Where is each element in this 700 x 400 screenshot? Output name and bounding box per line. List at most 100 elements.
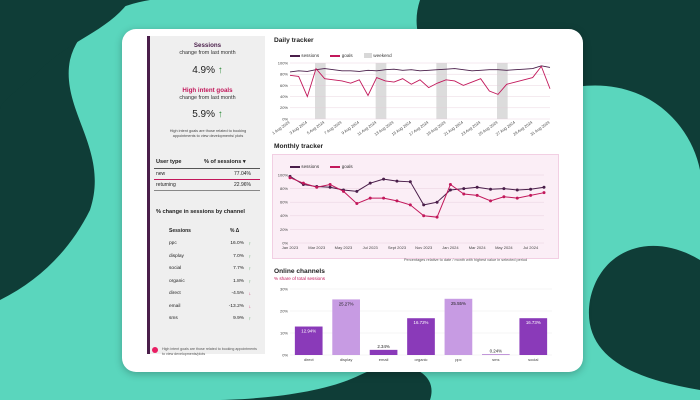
user-type-pct-returning: 22.96% xyxy=(234,182,251,188)
data-point-goals xyxy=(515,196,519,200)
channel-name: organic xyxy=(169,278,185,284)
data-point-goals xyxy=(301,181,305,185)
x-tick-label: May 2023 xyxy=(335,245,353,250)
data-point-goals xyxy=(341,189,345,193)
footer-note: High intent goals are those related to b… xyxy=(162,347,257,356)
data-point-sessions xyxy=(529,187,533,191)
sessions-kpi-subtitle: change from last month xyxy=(179,50,236,56)
data-point-goals xyxy=(422,214,426,218)
y-tick-label: 0% xyxy=(282,240,288,245)
data-point-sessions xyxy=(502,187,506,191)
online-channels-subtitle: % share of total sessions xyxy=(274,276,326,281)
x-tick-label: Jan 2024 xyxy=(442,245,459,250)
channel-name: sms xyxy=(169,316,178,321)
bar-organic xyxy=(407,318,435,355)
data-point-sessions xyxy=(355,189,359,193)
data-point-goals xyxy=(395,199,399,203)
sessions-kpi-value: 4.9% ↑ xyxy=(192,65,223,76)
y-tick-label: 30% xyxy=(280,286,288,291)
x-tick-label: organic xyxy=(414,357,427,362)
channel-change-value: -4.5% xyxy=(231,291,244,296)
data-point-sessions xyxy=(489,187,493,191)
y-tick-label: 40% xyxy=(280,94,288,99)
table-divider xyxy=(154,179,260,180)
x-tick-label: Mar 2024 xyxy=(469,245,487,250)
bar-display xyxy=(332,299,360,355)
kpi-sidebar: Sessions change from last month 4.9% ↑ H… xyxy=(147,36,265,354)
bar-email xyxy=(369,349,398,355)
arrow-up-icon: ↑ xyxy=(217,65,223,76)
online-channels-title: Online channels xyxy=(274,268,325,275)
data-point-sessions xyxy=(395,179,399,183)
channel-row-organic: organic 1.8% ↑ xyxy=(169,279,251,288)
x-tick-label: Jan 2023 xyxy=(282,245,299,250)
channel-row-social: social 7.7% ↑ xyxy=(169,266,251,275)
channel-row-ppc: ppc 16.0% ↑ xyxy=(169,241,251,250)
legend-weekend: weekend xyxy=(373,53,392,58)
data-label-email: 2.34% xyxy=(377,344,390,349)
weekend-band xyxy=(497,63,508,119)
goals-swatch xyxy=(330,166,341,168)
sessions-swatch xyxy=(290,166,300,168)
channel-name: ppc xyxy=(169,241,177,246)
channel-name: display xyxy=(169,253,184,259)
goal-indicator-icon xyxy=(152,347,158,353)
data-point-goals xyxy=(502,195,506,199)
y-tick-label: 40% xyxy=(280,213,288,218)
series-line-sessions xyxy=(289,65,551,73)
bar-social xyxy=(519,318,548,355)
data-point-sessions xyxy=(448,188,452,192)
legend-sessions: sessions xyxy=(301,53,320,58)
data-point-goals xyxy=(542,191,546,195)
legend-sessions: sessions xyxy=(301,164,320,169)
data-point-sessions xyxy=(475,185,479,189)
channel-change-value: 1.8% xyxy=(233,278,244,284)
arrow-up-icon: ↑ xyxy=(248,266,251,271)
monthly-tracker-panel xyxy=(272,154,559,259)
channel-change-value: 9.9% xyxy=(233,316,244,321)
data-point-sessions xyxy=(462,187,466,191)
y-tick-label: 20% xyxy=(280,308,288,313)
legend-goals: goals xyxy=(341,164,353,169)
channels-col-sessions: Sessions xyxy=(169,228,191,234)
data-point-sessions xyxy=(382,177,386,181)
legend-goals: goals xyxy=(341,53,353,58)
data-point-goals xyxy=(315,185,319,189)
data-point-sessions xyxy=(408,180,412,184)
data-point-sessions xyxy=(542,185,546,189)
data-label-display: 25.27% xyxy=(339,301,354,306)
arrow-up-icon: ↑ xyxy=(248,253,251,259)
arrow-down-icon: ↓ xyxy=(248,303,251,309)
data-point-goals xyxy=(435,215,439,219)
sessions-pct-header[interactable]: % of sessions ▾ xyxy=(204,159,246,165)
channel-change-value: -13.2% xyxy=(228,303,244,309)
x-tick-label: 1 Aug 2024 xyxy=(272,119,291,135)
table-divider xyxy=(154,168,260,169)
goals-kpi-subtitle: change from last month xyxy=(179,95,236,101)
channels-col-change: % Δ xyxy=(230,228,240,234)
x-tick-label: direct xyxy=(304,357,315,362)
channel-row-direct: direct -4.5% ↓ xyxy=(169,291,251,300)
weekend-band xyxy=(375,63,387,119)
x-tick-label: 3 Aug 2024 xyxy=(288,119,308,135)
x-tick-label: 31 Aug 2024 xyxy=(529,119,551,136)
y-tick-label: 20% xyxy=(280,227,288,232)
user-type-row-returning: returning xyxy=(156,182,176,188)
x-tick-label: email xyxy=(379,357,389,362)
data-point-goals xyxy=(489,199,493,203)
x-tick-label: 5 Aug 2024 xyxy=(306,119,326,135)
bar-direct xyxy=(294,326,323,355)
y-tick-label: 10% xyxy=(280,330,288,335)
data-point-goals xyxy=(529,193,533,197)
data-point-goals xyxy=(355,202,359,206)
data-point-sessions xyxy=(328,185,332,189)
channel-name: direct xyxy=(169,291,181,296)
sessions-swatch xyxy=(290,55,300,57)
monthly-tracker-title: Monthly tracker xyxy=(274,143,324,150)
x-tick-label: display xyxy=(340,357,352,362)
x-tick-label: sms xyxy=(492,357,499,362)
y-tick-label: 20% xyxy=(280,105,288,110)
y-tick-label: 0% xyxy=(282,116,288,121)
arrow-up-icon: ↑ xyxy=(217,109,223,120)
